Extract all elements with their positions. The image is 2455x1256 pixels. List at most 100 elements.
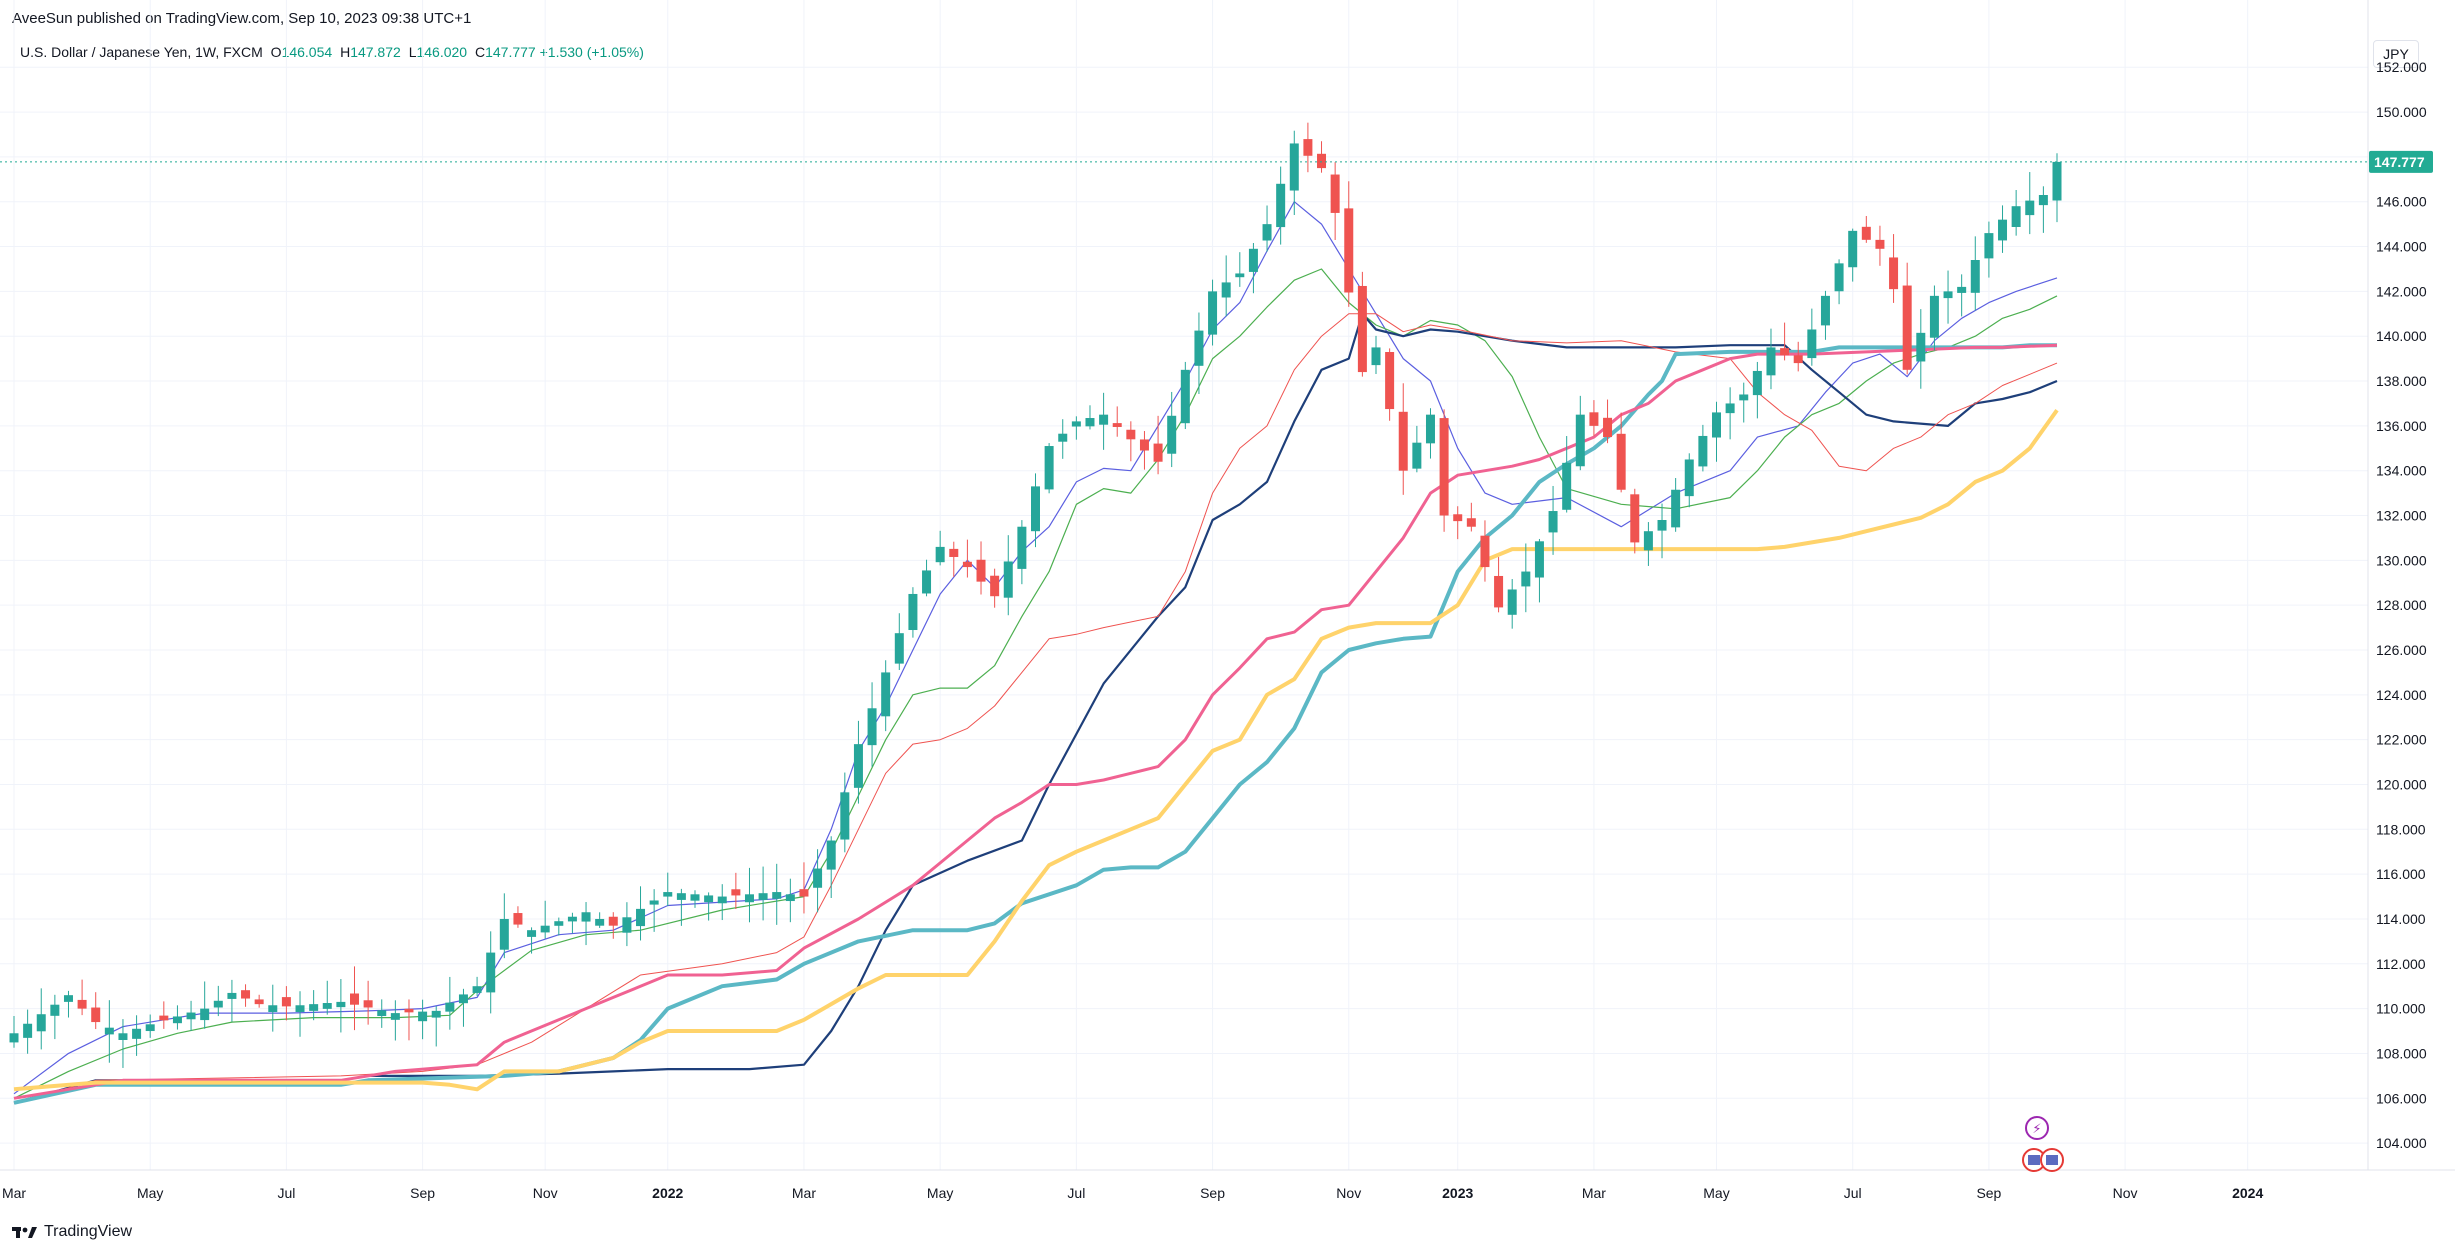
candle [676, 888, 686, 926]
price-tick-label: 118.000 [2376, 821, 2426, 837]
candle-body [227, 992, 237, 999]
candle-body [268, 1005, 278, 1012]
candle [1548, 485, 1558, 555]
candle [1916, 309, 1926, 389]
indicator-line-5 [13, 343, 2058, 1100]
candle-body [1603, 417, 1613, 438]
candle-body [1766, 347, 1776, 376]
candle-body [186, 1012, 196, 1020]
time-tick-label: May [137, 1185, 163, 1201]
candle [554, 917, 564, 936]
candle [1943, 270, 1953, 324]
candle [1766, 328, 1776, 390]
candle-body [867, 708, 877, 746]
event-icons[interactable]: ⚡ [2022, 1116, 2064, 1172]
candle-body [1153, 443, 1163, 462]
candle-body [1848, 230, 1858, 268]
open-value: 146.054 [281, 44, 333, 60]
candle [322, 980, 332, 1015]
currency-button[interactable]: JPY [2373, 40, 2419, 68]
candle [118, 1019, 128, 1068]
candle-body [1003, 561, 1013, 598]
candle-body [813, 868, 823, 888]
candle [390, 1000, 400, 1041]
flag-canton-icon [2028, 1155, 2040, 1165]
candle [2052, 153, 2062, 223]
candle [1235, 252, 1245, 287]
candle-body [9, 1033, 19, 1043]
candle-body [1998, 219, 2008, 241]
indicator-line-0 [13, 201, 2058, 1095]
candle-body [1984, 233, 1994, 259]
candles [9, 122, 2062, 1068]
candle [595, 912, 605, 928]
candle [1820, 290, 1830, 340]
candle [1112, 406, 1122, 437]
candle [636, 886, 646, 941]
price-tick-label: 128.000 [2376, 597, 2427, 613]
candle [1003, 535, 1013, 616]
candle [1425, 408, 1435, 459]
candle [1044, 443, 1054, 494]
candle [990, 568, 1000, 608]
candle-body [377, 1010, 387, 1017]
time-tick-label: 2023 [1442, 1185, 1473, 1201]
candle-body [1017, 526, 1027, 569]
candle [622, 902, 632, 947]
candle [567, 912, 577, 934]
candle-body [1139, 439, 1149, 451]
candle-body [1630, 494, 1640, 543]
candle-body [1303, 139, 1313, 156]
candle [36, 988, 46, 1050]
price-tick-label: 142.000 [2376, 283, 2427, 299]
candle [1180, 361, 1190, 430]
price-tick-label: 104.000 [2376, 1135, 2427, 1151]
candle-body [1861, 226, 1871, 240]
candle-body [1916, 332, 1926, 362]
candle-body [990, 575, 1000, 597]
candle [799, 862, 809, 914]
candle-body [1712, 412, 1721, 438]
close-label: C [474, 44, 486, 60]
candle-body [1248, 248, 1258, 272]
time-tick-label: Jul [1067, 1185, 1085, 1201]
lightning-icon[interactable] [2025, 1116, 2049, 1140]
price-tick-label: 108.000 [2376, 1045, 2427, 1061]
price-tick-label: 138.000 [2376, 373, 2427, 389]
candle-body [1208, 291, 1218, 335]
candle [1834, 259, 1844, 305]
candle [1344, 181, 1354, 307]
candle-body [567, 916, 577, 922]
price-tick-label: 140.000 [2376, 328, 2427, 344]
candle [1725, 387, 1735, 440]
candle [813, 849, 823, 913]
candle-body [350, 993, 359, 1005]
candle [104, 1000, 114, 1063]
time-tick-label: Mar [792, 1185, 816, 1201]
candle [1861, 215, 1871, 243]
candle [1575, 395, 1585, 471]
candle [1521, 543, 1531, 613]
brand-name: TradingView [44, 1223, 133, 1240]
candle-body [1589, 412, 1599, 426]
candle-body [1657, 520, 1667, 531]
candle-body [1752, 370, 1762, 396]
candle [1739, 382, 1749, 423]
time-axis[interactable]: Mar May Jul Sep Nov 2022 Mar May Jul Sep Nov 2023 Ma… [2, 1185, 2264, 1201]
candle [908, 587, 918, 638]
candle [581, 902, 591, 946]
flag-canton-icon-2 [2046, 1155, 2058, 1165]
candle-body [676, 893, 686, 900]
candle [1017, 520, 1027, 585]
candle [1929, 285, 1939, 351]
tradingview-logo-icon [12, 1227, 37, 1238]
candle-body [1071, 421, 1081, 427]
candle [363, 980, 373, 1025]
tradingview-brand[interactable]: TradingView [12, 1223, 132, 1241]
price-axis[interactable]: 152.000150.000148.000146.000144.000142.0… [2376, 59, 2427, 1151]
candle [1793, 341, 1803, 372]
candle-body [1235, 273, 1245, 278]
candle-body [1099, 414, 1109, 425]
candle-body [1643, 531, 1653, 551]
